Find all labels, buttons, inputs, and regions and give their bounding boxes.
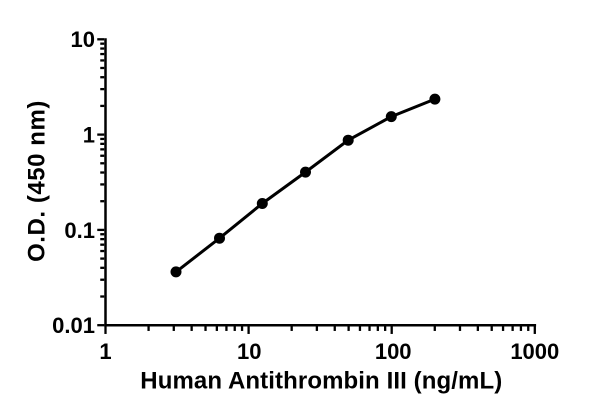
svg-text:1000: 1000: [510, 339, 559, 364]
svg-text:0.1: 0.1: [64, 218, 95, 243]
svg-text:1: 1: [83, 123, 95, 148]
svg-text:100: 100: [375, 339, 412, 364]
svg-text:Human Antithrombin III (ng/mL): Human Antithrombin III (ng/mL): [140, 368, 502, 395]
svg-text:1: 1: [99, 339, 111, 364]
svg-text:10: 10: [237, 339, 261, 364]
svg-text:0.01: 0.01: [52, 313, 95, 338]
svg-text:O.D. (450 nm): O.D. (450 nm): [24, 100, 51, 262]
svg-text:10: 10: [71, 27, 95, 52]
